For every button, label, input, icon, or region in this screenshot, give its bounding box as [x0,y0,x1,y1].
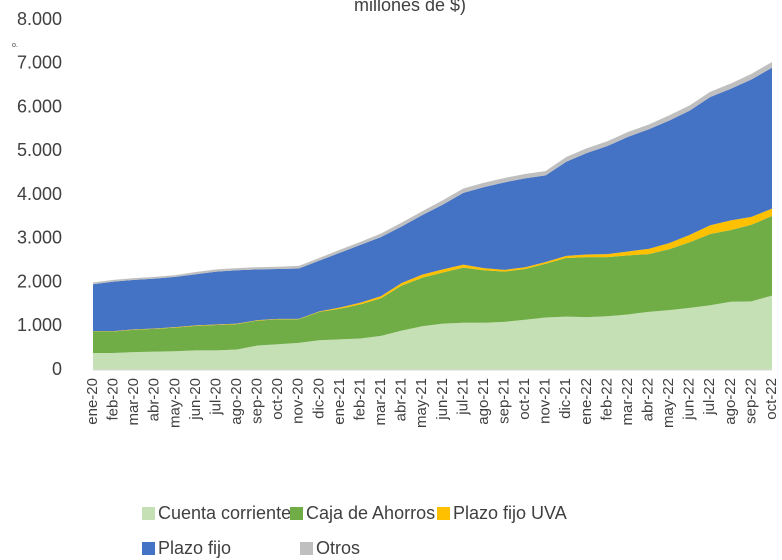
x-tick-label: may-21 [413,378,430,428]
y-tick-label: 8.000 [17,9,62,29]
legend-swatch [437,507,450,520]
x-tick-label: nov-21 [537,378,554,424]
x-tick-label: abr-20 [146,378,163,421]
area [93,295,772,370]
y-tick-label: 4.000 [17,184,62,204]
x-tick-label: ago-22 [722,378,739,425]
y-tick-label: 3.000 [17,228,62,248]
legend-label: Otros [316,538,360,558]
x-tick-label: oct-21 [516,378,533,420]
x-tick-label: ene-21 [331,378,348,425]
x-tick-label: dic-21 [557,378,574,419]
x-tick-label: abr-22 [640,378,657,421]
area [93,67,772,332]
y-tick-label: 6.000 [17,96,62,116]
y-tick-label: 2.000 [17,271,62,291]
y-tick-label: 7.000 [17,53,62,73]
x-tick-label: may-20 [166,378,183,428]
x-tick-label: ago-21 [475,378,492,425]
x-tick-label: ene-20 [84,378,101,425]
legend-swatch [142,507,155,520]
x-tick-label: mar-21 [372,378,389,426]
x-tick-label: jul-21 [454,378,471,416]
x-tick-label: sep-20 [249,378,266,424]
x-tick-label: mar-20 [125,378,142,426]
x-tick-label: sep-21 [495,378,512,424]
x-tick-label: may-22 [660,378,677,428]
y-tick-label: 0 [52,359,62,379]
x-tick-label: jun-21 [434,378,451,421]
legend-swatch [300,542,313,555]
legend-swatch [290,507,303,520]
x-tick-label: jun-20 [187,378,204,421]
x-tick-label: jun-22 [681,378,698,421]
legend-label: Caja de Ahorros [306,503,435,523]
x-tick-label: abr-21 [393,378,410,421]
area [93,216,772,353]
y-tick-label: 1.000 [17,315,62,335]
legend-label: Cuenta corriente [158,503,291,523]
x-tick-label: oct-20 [269,378,286,420]
x-tick-label: nov-20 [290,378,307,424]
x-tick-label: jul-20 [207,378,224,416]
legend-swatch [142,542,155,555]
x-tick-label: ene-22 [578,378,595,425]
x-tick-label: feb-20 [105,378,122,421]
x-tick-label: mar-22 [619,378,636,426]
x-tick-label: feb-22 [598,378,615,421]
x-tick-label: sep-22 [742,378,759,424]
chart-title: millones de $) [354,0,466,15]
x-tick-label: feb-21 [351,378,368,421]
y-tick-label: 5.000 [17,140,62,160]
legend-label: Plazo fijo [158,538,231,558]
x-tick-label: oct-22 [763,378,780,420]
x-tick-label: jul-22 [701,378,718,416]
x-tick-label: dic-20 [310,378,327,419]
x-tick-label: ago-20 [228,378,245,425]
annotation: o. [12,42,18,49]
legend-label: Plazo fijo UVA [453,503,567,523]
